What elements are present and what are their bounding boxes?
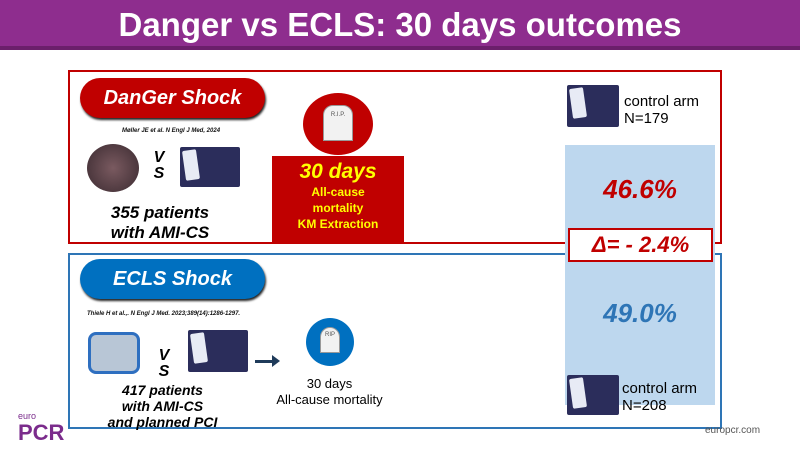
control-arm-image (567, 375, 619, 415)
danger-control-arm: control arm N=179 (624, 93, 700, 127)
tombstone-icon: RIP (320, 327, 340, 353)
ecls-outcome: 30 days All-cause mortality (262, 376, 397, 408)
outcome-text: KM Extraction (297, 217, 379, 231)
rip-icon: RIP (306, 318, 354, 366)
ecmo-device-image (88, 332, 140, 374)
standard-care-image (188, 330, 248, 372)
arrow-head-icon (272, 355, 280, 367)
danger-outcome-box: 30 days All-cause mortality KM Extractio… (272, 156, 404, 242)
ecls-patients: 417 patients with AMI-CS and planned PCI (100, 382, 225, 430)
danger-shock-section (68, 70, 722, 244)
tombstone-icon: R.I.P. (323, 105, 353, 141)
vs-label: V S (158, 347, 170, 380)
control-arm-image (567, 85, 619, 127)
delta-mortality: Δ= - 2.4% (568, 228, 713, 262)
arrow-icon (255, 360, 275, 363)
danger-mortality: 46.6% (603, 174, 677, 204)
europcr-logo: euro PCR (18, 411, 65, 445)
danger-reference: Møller JE et al. N Engl J Med, 2024 (122, 128, 221, 134)
results-panel (565, 145, 715, 405)
outcome-text: All-cause mortality (276, 392, 383, 407)
patients-condition: with AMI-CS (110, 223, 210, 242)
ecls-mortality: 49.0% (603, 298, 677, 328)
standard-care-image (180, 147, 240, 187)
patients-condition: and planned PCI (107, 414, 218, 430)
slide-title: Danger vs ECLS: 30 days outcomes (0, 0, 800, 50)
impella-heart-image (87, 144, 139, 192)
footer-url: europcr.com (705, 425, 761, 436)
ecls-shock-label: ECLS Shock (80, 259, 265, 299)
outcome-text: All-cause (311, 185, 365, 199)
outcome-days: 30 days (299, 160, 377, 183)
ecls-reference: Thiele H et al.,. N Engl J Med. 2023;389… (87, 311, 241, 317)
patients-count: 417 patients (122, 382, 203, 398)
vs-label: V S (153, 149, 165, 182)
outcome-days: 30 days (306, 376, 353, 391)
ecls-control-arm: control arm N=208 (622, 380, 698, 414)
outcome-text: mortality (312, 201, 364, 215)
danger-shock-label: DanGer Shock (80, 78, 265, 118)
ecls-shock-section (68, 253, 722, 429)
danger-patients: 355 patients with AMI-CS (90, 203, 230, 243)
rip-icon: R.I.P. (303, 93, 373, 155)
patients-condition: with AMI-CS (121, 398, 204, 414)
patients-count: 355 patients (110, 203, 210, 222)
